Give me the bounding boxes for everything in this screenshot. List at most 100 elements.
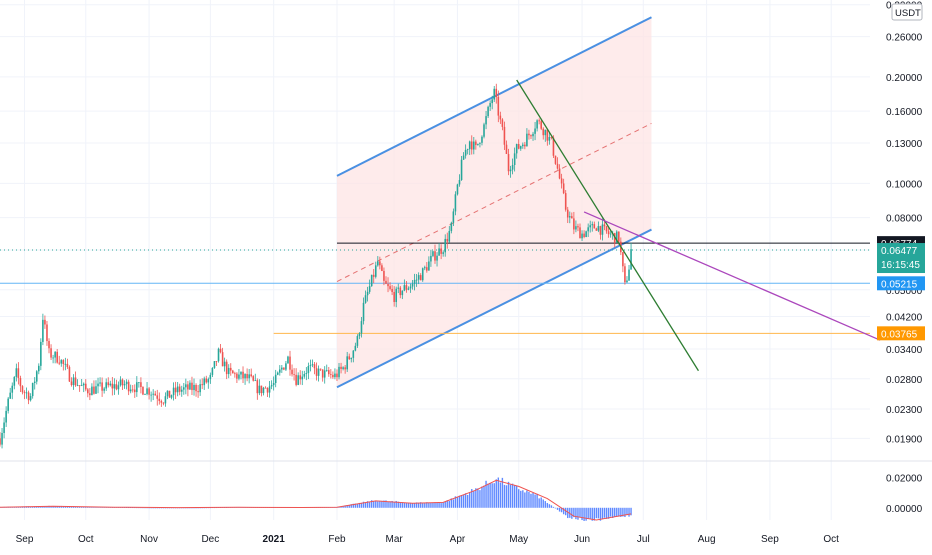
candle-up — [76, 385, 79, 387]
candle-down — [121, 379, 124, 386]
horizontal-lines[interactable] — [0, 242, 870, 334]
candle-up — [11, 385, 14, 393]
time-axis[interactable]: Sep Oct Nov Dec 2021 Feb Mar Apr May Jun Jul Aug Sep… — [16, 534, 840, 545]
candle-down — [332, 374, 334, 378]
candle-down — [229, 367, 232, 371]
candle-up — [183, 387, 185, 390]
candle-up — [262, 387, 265, 394]
candle-down — [552, 137, 555, 156]
macd-bar — [611, 507, 614, 518]
macd-bar — [379, 501, 381, 508]
candle-down — [19, 378, 22, 387]
macd-bar — [362, 501, 365, 508]
macd-bar — [575, 507, 577, 520]
macd-bar — [154, 507, 156, 509]
candle-up — [417, 275, 420, 280]
macd-bar — [558, 507, 561, 512]
macd-bar — [430, 502, 432, 508]
macd-bar — [601, 507, 604, 520]
macd-bar — [462, 494, 465, 508]
candle-up — [33, 381, 36, 383]
candle-down — [344, 367, 346, 370]
macd-bar — [499, 482, 502, 508]
candle-up — [454, 194, 457, 212]
candle-down — [595, 228, 598, 231]
macd-bar — [162, 507, 165, 509]
macd-bar — [356, 503, 359, 508]
macd-bar — [46, 506, 48, 508]
candle-up — [423, 267, 426, 269]
x-tick-label: Nov — [140, 534, 158, 545]
macd-bar — [456, 497, 459, 508]
trendline-purple — [583, 211, 881, 341]
candle-down — [84, 383, 87, 390]
candle-up — [136, 382, 138, 393]
candle-up — [407, 288, 410, 290]
candle-up — [185, 384, 187, 388]
candle-up — [450, 222, 453, 231]
candle-down — [560, 178, 563, 184]
macd-bar — [471, 489, 473, 508]
candle-up — [105, 382, 107, 389]
candle-up — [97, 383, 99, 387]
trendlines[interactable] — [516, 79, 881, 372]
candle-down — [70, 381, 73, 386]
candle-down — [219, 348, 222, 353]
x-tick-label: Sep — [761, 534, 779, 545]
macd-bar — [567, 507, 569, 519]
candle-down — [503, 126, 506, 145]
macd-bar — [577, 507, 579, 520]
macd-bar — [605, 507, 608, 519]
macd-bar — [540, 497, 542, 508]
candle-up — [276, 372, 279, 375]
candle-up — [52, 357, 54, 359]
macd-bar — [560, 507, 563, 513]
candle-up — [338, 366, 340, 378]
macd-bar — [475, 488, 477, 508]
macd-bar — [150, 507, 152, 509]
candle-up — [172, 387, 175, 396]
candle-up — [548, 137, 551, 141]
candle-up — [193, 384, 195, 391]
candle-down — [336, 373, 338, 378]
candle-up — [456, 184, 459, 195]
candle-up — [397, 287, 400, 289]
macd-bar — [74, 506, 77, 508]
candle-down — [564, 193, 567, 210]
macd-bar — [446, 500, 448, 508]
macd-bar — [344, 505, 346, 508]
candle-down — [624, 266, 626, 283]
macd-bar — [495, 479, 497, 508]
macd-bar — [597, 507, 600, 519]
candle-down — [178, 386, 181, 392]
candle-up — [481, 136, 483, 143]
candle-down — [154, 393, 157, 396]
candle-up — [305, 373, 308, 374]
candle-down — [540, 121, 542, 129]
candle-down — [340, 366, 342, 369]
candle-up — [317, 368, 320, 376]
macd-bar — [385, 500, 387, 508]
candle-up — [238, 374, 240, 379]
candle-up — [483, 124, 485, 137]
macd-bar — [413, 503, 416, 508]
macd-bar — [397, 501, 399, 508]
macd-bar — [534, 494, 536, 508]
candle-down — [78, 385, 81, 387]
candle-up — [436, 255, 438, 261]
x-tick-label: May — [509, 534, 528, 545]
candle-up — [630, 249, 632, 270]
candle-down — [599, 226, 602, 235]
candle-up — [268, 386, 271, 393]
candle-down — [399, 287, 402, 296]
candle-up — [432, 251, 434, 256]
y-tick-label: 0.20000 — [886, 73, 923, 84]
candle-down — [524, 144, 526, 147]
x-tick-label: Oct — [823, 534, 839, 545]
candle-down — [21, 386, 24, 393]
candle-up — [511, 165, 514, 170]
candle-down — [195, 384, 197, 392]
price-axis[interactable]: 0.320000.260000.200000.160000.130000.100… — [886, 1, 923, 515]
